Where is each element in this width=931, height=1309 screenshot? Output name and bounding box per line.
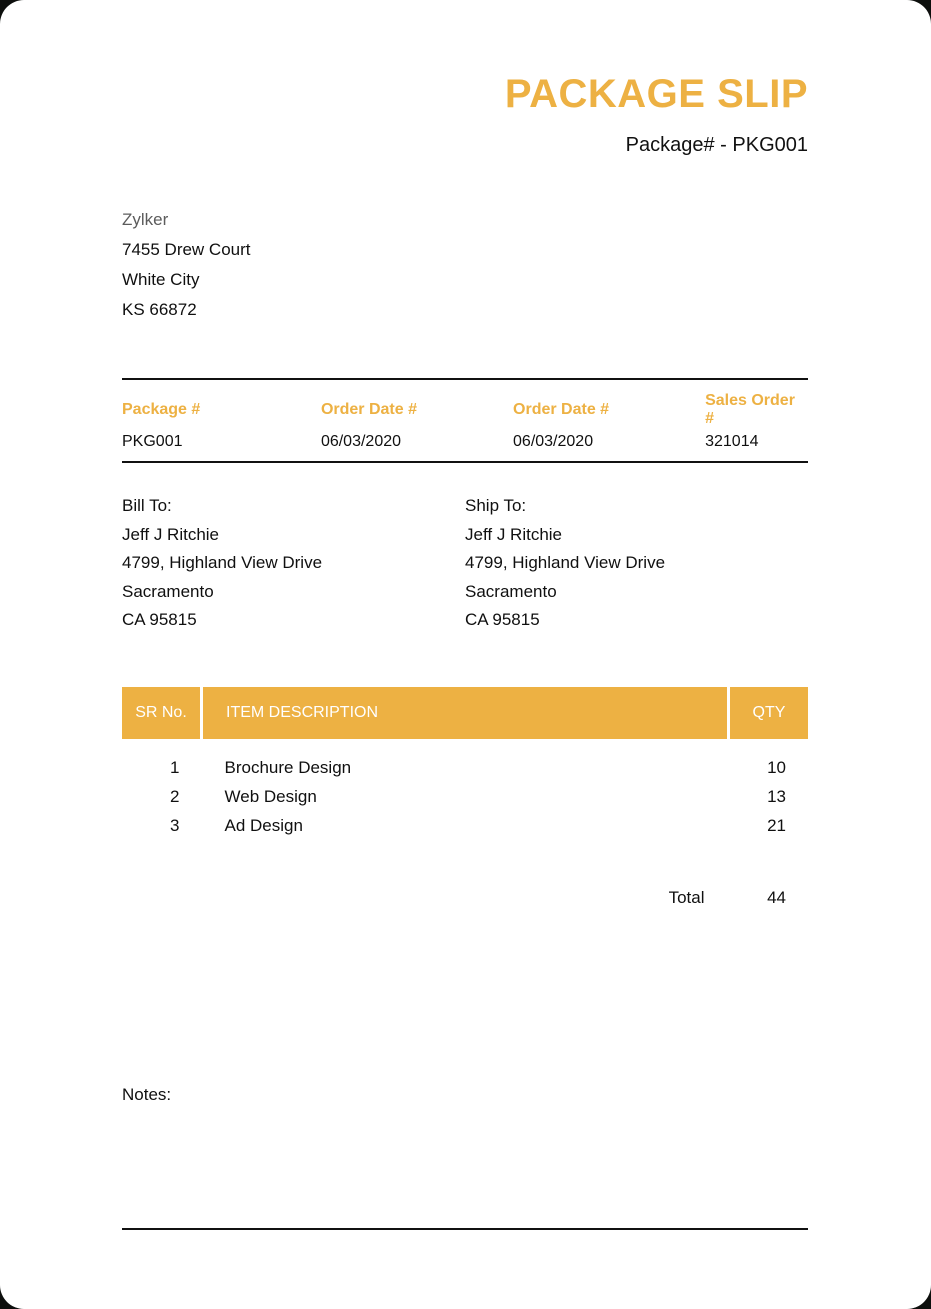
item-qty: 13 [767,787,786,806]
sender-address-block: Zylker 7455 Drew Court White City KS 668… [122,157,808,325]
bill-to-line: Jeff J Ritchie [122,524,220,544]
table-header-row: SR No. ITEM DESCRIPTION QTY [122,686,808,739]
table-row: 2 Web Design 13 [122,783,808,812]
page-title: PACKAGE SLIP [504,72,808,116]
line-items-table: SR No. ITEM DESCRIPTION QTY 1 Brochure D… [122,686,808,913]
ship-to-line: 4799, Highland View Drive [465,553,666,572]
ship-to-block: Ship To: Jeff J Ritchie 4799, Highland V… [465,492,808,635]
package-number-subtitle: Package# - PKG001 [625,134,808,156]
item-description: Web Design [224,787,317,806]
package-meta-section: Package # Order Date # Order Date # Sale… [122,378,808,463]
item-sr-no: 2 [170,787,180,806]
ship-to-line: Jeff J Ritchie [465,524,563,544]
table-row: 1 Brochure Design 10 [122,739,808,783]
package-meta-table: Package # Order Date # Order Date # Sale… [122,380,808,461]
meta-value-order-date-2: 06/03/2020 [513,433,594,450]
bill-to-label: Bill To: [122,496,172,515]
table-row: 3 Ad Design 21 [122,812,808,841]
document-body: PACKAGE SLIP Package# - PKG001 Zylker 74… [122,0,808,913]
ship-to-line: Sacramento [465,581,557,601]
total-label: Total [668,888,705,907]
notes-section: Notes: [122,1085,808,1105]
total-row: Total 44 [122,841,808,913]
item-qty: 21 [767,816,786,835]
meta-header-package-number: Package # [122,401,201,418]
addresses-section: Bill To: Jeff J Ritchie 4799, Highland V… [122,463,808,635]
bill-to-line: CA 95815 [122,610,197,629]
bill-to-line: 4799, Highland View Drive [122,553,323,572]
sender-address-line: White City [122,270,200,289]
total-spacer [122,841,202,913]
meta-header-order-date-1: Order Date # [320,401,417,418]
table-header-row: Package # Order Date # Order Date # Sale… [122,380,808,428]
bill-to-line: Sacramento [122,581,214,601]
meta-header-sales-order-number: Sales Order # [705,392,795,427]
item-sr-no: 1 [170,758,180,777]
item-qty: 10 [767,758,786,777]
meta-header-order-date-2: Order Date # [513,401,610,418]
item-sr-no: 3 [170,816,180,835]
item-description: Ad Design [224,816,303,835]
footer-divider [122,1228,808,1230]
items-header-sr-no: SR No. [122,686,203,739]
sender-company-name: Zylker [122,210,169,229]
ship-to-line: CA 95815 [465,610,540,629]
table-row: PKG001 06/03/2020 06/03/2020 321014 [122,428,808,461]
sender-address-line: KS 66872 [122,300,197,319]
meta-value-sales-order-number: 321014 [705,433,759,450]
items-header-description: ITEM DESCRIPTION [201,686,730,739]
sender-address-line: 7455 Drew Court [122,240,251,259]
total-qty-value: 44 [767,888,786,907]
item-description: Brochure Design [224,758,352,777]
notes-label: Notes: [122,1085,172,1104]
meta-value-package-number: PKG001 [122,433,183,450]
items-header-qty: QTY [728,686,808,739]
ship-to-label: Ship To: [465,496,527,515]
meta-value-order-date-1: 06/03/2020 [320,433,402,450]
bill-to-block: Bill To: Jeff J Ritchie 4799, Highland V… [122,492,465,635]
